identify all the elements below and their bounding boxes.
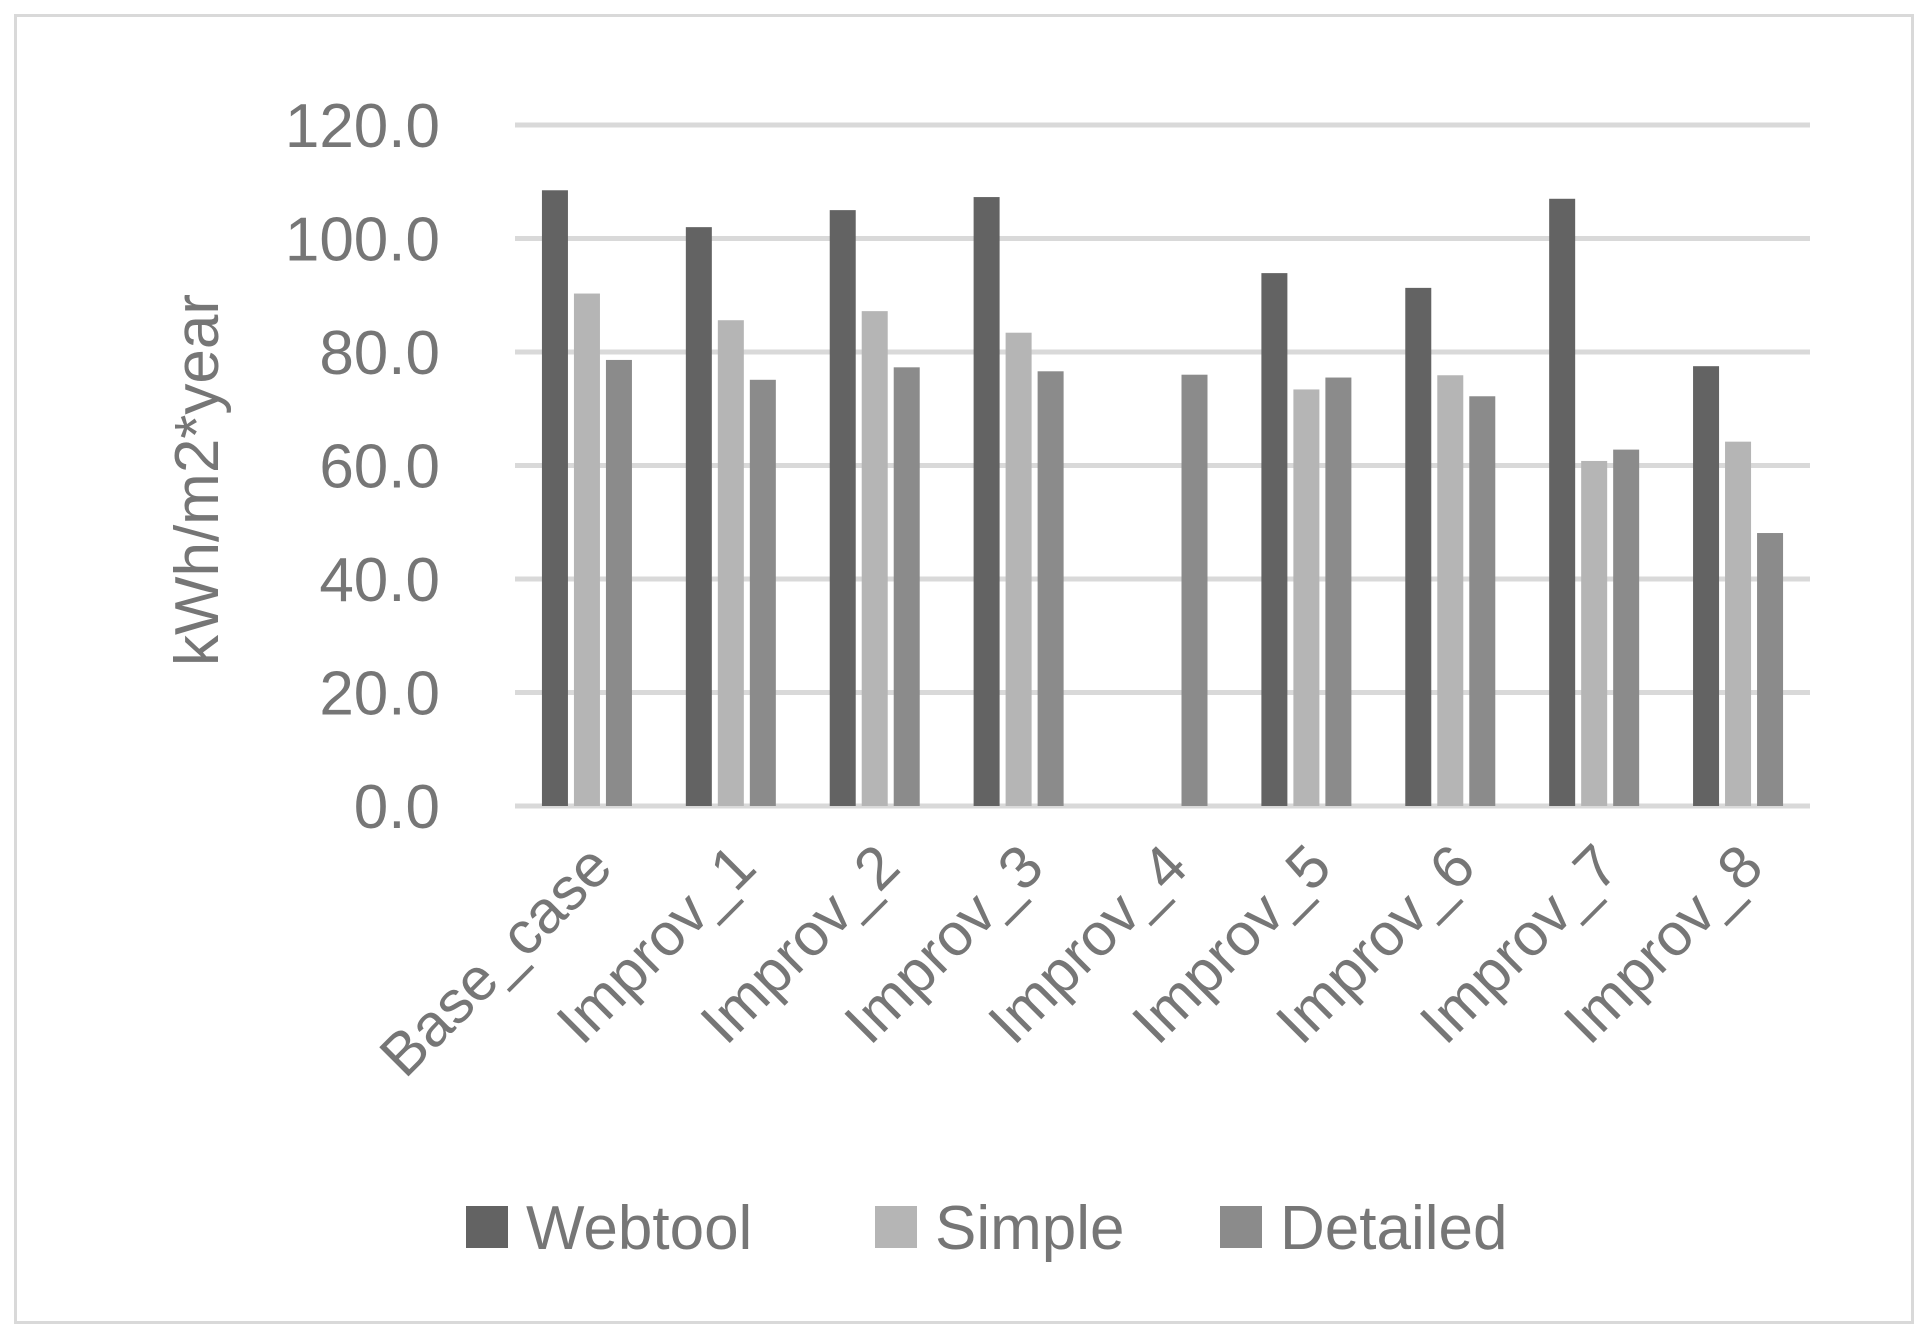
bar-webtool-improv_7 xyxy=(1549,198,1576,806)
bar-simple-base_case xyxy=(573,293,600,806)
y-tick-label: 40.0 xyxy=(319,546,440,615)
y-axis-tick-labels: 0.0 20.0 40.0 60.0 80.0 100.0 120.0 xyxy=(285,92,440,842)
bar-webtool-improv_2 xyxy=(829,210,856,806)
y-tick-label: 120.0 xyxy=(285,92,440,161)
legend: Webtool Simple Detailed xyxy=(466,1194,1507,1263)
bar-detailed-improv_2 xyxy=(893,367,920,806)
bar-detailed-improv_3 xyxy=(1037,371,1064,806)
bar-detailed-base_case xyxy=(605,359,632,806)
bar-detailed-improv_6 xyxy=(1469,396,1496,806)
bar-simple-improv_8 xyxy=(1725,441,1752,806)
y-tick-label: 0.0 xyxy=(354,773,440,842)
bar-webtool-improv_1 xyxy=(685,227,712,806)
bar-simple-improv_7 xyxy=(1581,460,1608,806)
bar-simple-improv_6 xyxy=(1437,375,1464,806)
bar-webtool-improv_3 xyxy=(973,197,1000,806)
bar-simple-improv_3 xyxy=(1005,332,1032,806)
x-axis-category-labels: Base_caseImprov_1Improv_2Improv_3Improv_… xyxy=(367,832,1775,1089)
bar-detailed-improv_1 xyxy=(749,379,776,806)
y-tick-label: 80.0 xyxy=(319,319,440,388)
bar-webtool-improv_6 xyxy=(1405,287,1432,806)
bar-detailed-improv_4 xyxy=(1181,374,1208,806)
bar-detailed-improv_7 xyxy=(1613,449,1640,806)
legend-label-webtool: Webtool xyxy=(526,1194,752,1263)
bar-webtool-base_case xyxy=(541,190,568,806)
bar-simple-improv_1 xyxy=(717,320,744,806)
y-tick-label: 20.0 xyxy=(319,660,440,729)
legend-label-detailed: Detailed xyxy=(1280,1194,1507,1263)
bar-detailed-improv_5 xyxy=(1325,377,1352,806)
bars xyxy=(541,190,1784,806)
bar-simple-improv_2 xyxy=(861,311,888,806)
legend-swatch-webtool xyxy=(466,1206,508,1248)
legend-swatch-simple xyxy=(875,1206,917,1248)
y-axis-title: kWh/m2*year xyxy=(163,294,232,666)
bar-webtool-improv_8 xyxy=(1693,366,1720,806)
bar-simple-improv_5 xyxy=(1293,389,1320,806)
bar-detailed-improv_8 xyxy=(1757,533,1784,806)
y-tick-label: 60.0 xyxy=(319,433,440,502)
legend-label-simple: Simple xyxy=(935,1194,1125,1263)
legend-swatch-detailed xyxy=(1220,1206,1262,1248)
bar-webtool-improv_5 xyxy=(1261,273,1288,806)
y-tick-label: 100.0 xyxy=(285,206,440,275)
